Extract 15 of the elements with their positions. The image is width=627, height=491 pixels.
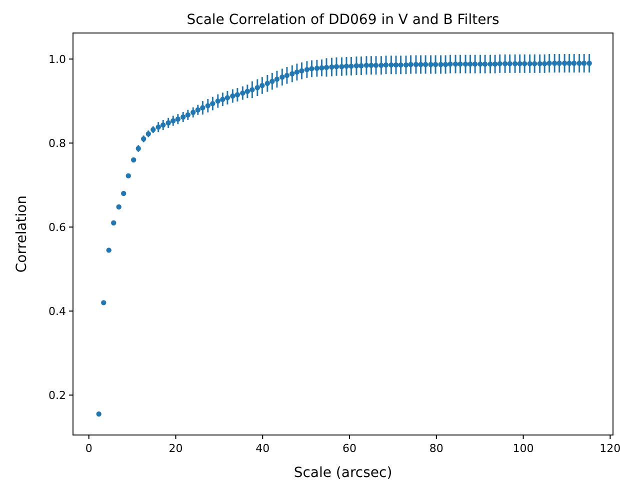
y-tick-label: 0.4 (48, 305, 66, 318)
x-tick-label: 80 (429, 442, 444, 455)
chart-title: Scale Correlation of DD069 in V and B Filters (186, 12, 500, 28)
x-tick-label: 40 (256, 442, 270, 455)
y-tick-label: 1.0 (48, 53, 66, 66)
x-tick-label: 0 (85, 442, 92, 455)
y-tick-label: 0.6 (48, 221, 66, 234)
y-tick-label: 0.8 (48, 137, 66, 150)
x-axis-title: Scale (arcsec) (294, 465, 392, 481)
x-tick-label: 100 (512, 442, 534, 455)
x-tick-label: 60 (342, 442, 357, 455)
x-tick-label: 120 (600, 442, 621, 455)
y-axis-title: Correlation (14, 195, 30, 273)
y-tick-label: 0.2 (48, 389, 66, 402)
x-tick-label: 20 (168, 442, 183, 455)
